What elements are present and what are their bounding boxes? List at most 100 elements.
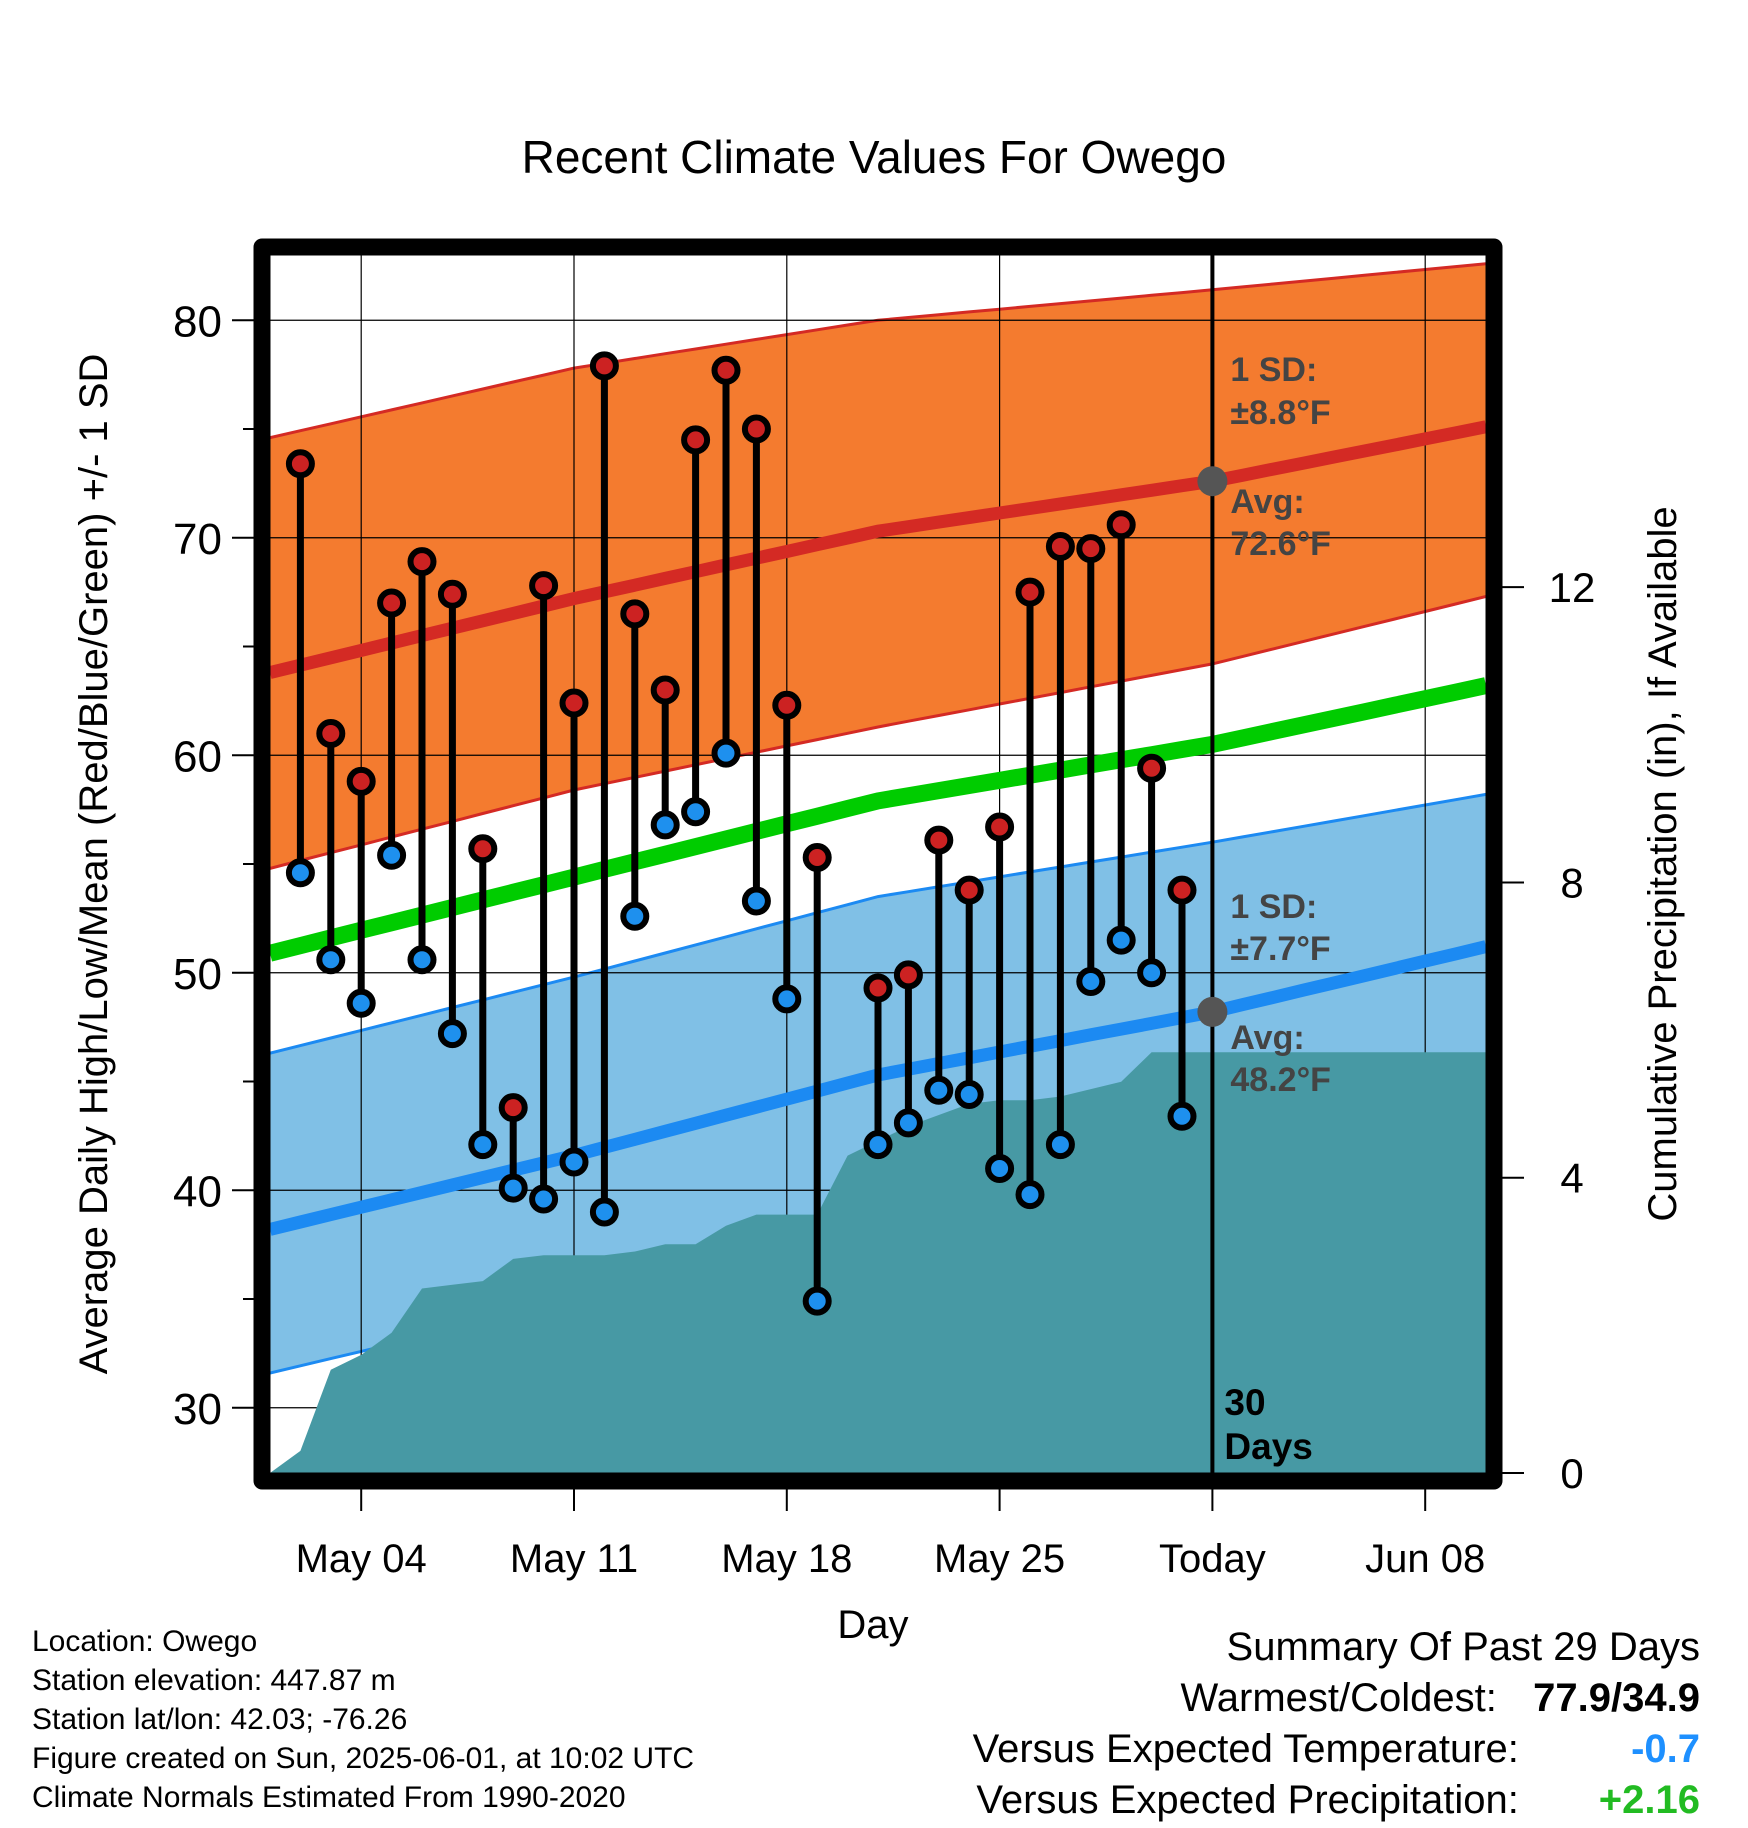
normal-high-line [270, 420, 1486, 679]
low-avg-value: 48.2°F [1230, 1061, 1331, 1099]
x-tick-label: May 25 [934, 1537, 1065, 1581]
today-layer [1197, 247, 1228, 1481]
obs-low-point [1106, 925, 1136, 955]
high-sd-value: ±8.8°F [1230, 394, 1330, 432]
high-lower-edge [270, 595, 1486, 870]
obs-low-point [802, 1286, 832, 1316]
obs-low-point [559, 1147, 589, 1177]
obs-low-point [498, 1173, 528, 1203]
obs-high-point [954, 875, 984, 905]
obs-high-point [1137, 753, 1167, 783]
obs-low-point [863, 1130, 893, 1160]
normals-text: Climate Normals Estimated From 1990-2020 [32, 1781, 626, 1814]
obs-low-point [529, 1184, 559, 1214]
high-avg-value: 72.6°F [1230, 525, 1331, 563]
obs-high-point [529, 571, 559, 601]
obs-high-point [498, 1093, 528, 1123]
obs-high-point [741, 414, 771, 444]
obs-high-point [437, 579, 467, 609]
obs-low-point [893, 1108, 923, 1138]
chart-title: Recent Climate Values For Owego [521, 131, 1227, 183]
y2-tick-label: 8 [1560, 859, 1583, 906]
low-sd-value: ±7.7°F [1230, 930, 1330, 968]
obs-high-point [802, 842, 832, 872]
observations-layer [285, 351, 1197, 1316]
y-tick-label: 30 [173, 1385, 222, 1434]
obs-low-point [650, 810, 680, 840]
obs-low-point [1167, 1101, 1197, 1131]
obs-high-point [346, 766, 376, 796]
obs-low-point [954, 1080, 984, 1110]
plot-frame [253, 238, 1503, 1490]
y2-tick-label: 0 [1560, 1450, 1583, 1497]
obs-low-point [316, 945, 346, 975]
y-tick-label: 60 [173, 732, 222, 781]
y2-tick-label: 4 [1560, 1155, 1583, 1202]
warm-cold-row: Warmest/Coldest: 77.9/34.9 [973, 1673, 1701, 1724]
precip-layer [270, 1052, 1486, 1473]
frame-layer [253, 238, 1503, 1490]
obs-high-point [407, 547, 437, 577]
obs-high-point [559, 688, 589, 718]
obs-low-point [1076, 966, 1106, 996]
x-tick-label: May 18 [721, 1537, 852, 1581]
days-label: Days [1224, 1426, 1312, 1467]
obs-low-point [437, 1019, 467, 1049]
y2-axis-label: Cumulative Precipitation (in), If Availa… [1641, 506, 1685, 1221]
axes-layer: 30 40 50 60 70 80 0 4 8 12 May 04 May 11 May 18 May 2… [72, 297, 1685, 1647]
obs-low-point [346, 988, 376, 1018]
obs-high-point [1076, 534, 1106, 564]
y-tick-label: 50 [173, 950, 222, 999]
days-count: 30 [1224, 1382, 1265, 1423]
vs-precip-value: +2.16 [1598, 1778, 1700, 1822]
obs-high-point [711, 355, 741, 385]
station-info: Location: Owego Station elevation: 447.8… [32, 1622, 694, 1817]
obs-high-point [316, 719, 346, 748]
obs-low-point [1045, 1130, 1075, 1160]
warm-cold-value: 77.9/34.9 [1533, 1676, 1700, 1720]
obs-low-point [1015, 1180, 1045, 1210]
obs-high-point [985, 812, 1015, 842]
obs-high-point [1106, 510, 1136, 540]
obs-low-point [589, 1197, 619, 1227]
vs-precip-label: Versus Expected Precipitation: [976, 1778, 1519, 1822]
obs-high-point [893, 960, 923, 990]
summary-heading: Summary Of Past 29 Days [1226, 1625, 1700, 1669]
today-high-avg-marker [1197, 466, 1228, 497]
obs-low-point [741, 886, 771, 916]
obs-high-point [650, 675, 680, 705]
x-axis-label: Day [837, 1603, 908, 1647]
annotations-layer: 1 SD: ±8.8°F Avg: 72.6°F 1 SD: ±7.7°F Avg: 48.2… [1224, 351, 1331, 1467]
obs-low-point [681, 797, 711, 827]
created-text: Figure created on Sun, 2025-06-01, at 10… [32, 1742, 695, 1775]
obs-low-point [711, 738, 741, 768]
y-tick-label: 70 [173, 515, 222, 564]
obs-high-point [1015, 577, 1045, 607]
obs-low-point [377, 840, 407, 870]
obs-high-point [681, 425, 711, 455]
obs-high-point [1167, 875, 1197, 905]
precip-area [270, 1052, 1486, 1473]
obs-low-point [285, 858, 315, 888]
obs-high-point [377, 588, 407, 618]
x-tick-label: Jun 08 [1365, 1537, 1485, 1581]
high-sd-label: 1 SD: [1230, 351, 1317, 389]
obs-high-point [1045, 531, 1075, 561]
normal-mean-line [270, 677, 1486, 962]
obs-high-point [468, 834, 498, 864]
obs-high-point [589, 351, 619, 381]
obs-low-point [620, 901, 650, 931]
obs-low-point [407, 945, 437, 975]
obs-high-point [924, 825, 954, 855]
vs-temp-row: Versus Expected Temperature: -0.7 [973, 1724, 1700, 1775]
vs-temp-label: Versus Expected Temperature: [972, 1727, 1519, 1771]
latlon-text: Station lat/lon: 42.03; -76.26 [32, 1703, 408, 1736]
obs-high-point [620, 599, 650, 629]
elevation-text: Station elevation: 447.87 m [32, 1664, 396, 1697]
obs-high-point [285, 449, 315, 479]
y-tick-label: 80 [173, 297, 222, 346]
obs-low-point [985, 1154, 1015, 1183]
vs-temp-value: -0.7 [1631, 1727, 1700, 1771]
obs-low-point [1137, 958, 1167, 988]
